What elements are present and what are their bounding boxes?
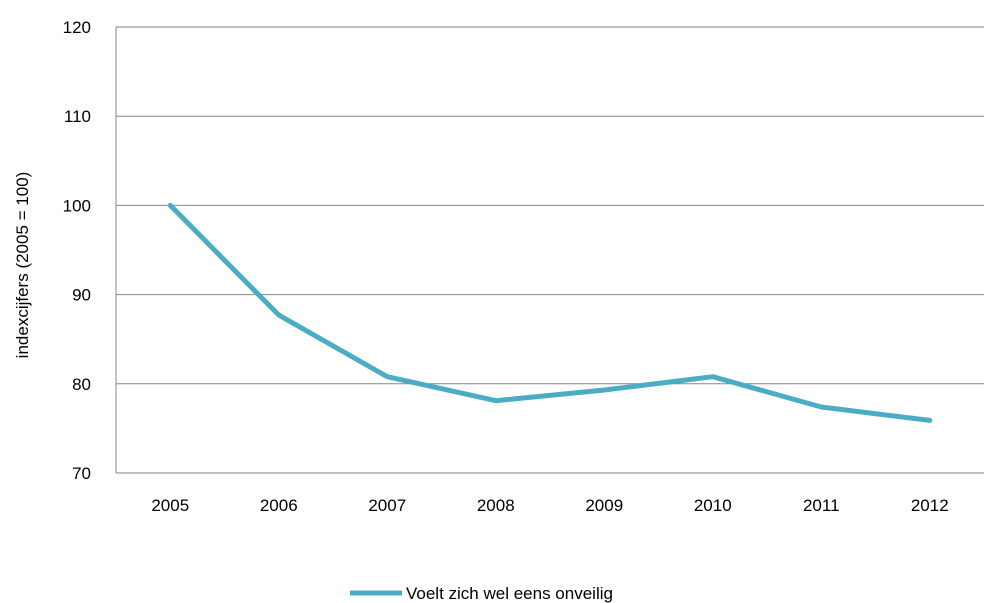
x-tick-label: 2012 <box>911 496 949 515</box>
x-tick-label: 2009 <box>585 496 623 515</box>
y-tick-label: 90 <box>72 286 91 305</box>
data-point <box>169 204 171 206</box>
data-point <box>929 419 931 421</box>
data-point <box>820 406 822 408</box>
y-tick-label: 80 <box>72 375 91 394</box>
data-point <box>495 400 497 402</box>
data-point <box>386 376 388 378</box>
x-tick-label: 2010 <box>694 496 732 515</box>
x-tick-label: 2011 <box>803 496 840 515</box>
x-tick-label: 2007 <box>368 496 406 515</box>
series-lines <box>167 202 933 423</box>
x-tick-label: 2008 <box>477 496 515 515</box>
y-tick-label: 120 <box>63 18 91 37</box>
legend: Voelt zich wel eens onveilig <box>350 584 613 603</box>
y-tick-label: 110 <box>64 107 91 126</box>
y-tick-label: 100 <box>63 196 91 215</box>
data-point <box>278 314 280 316</box>
legend-label: Voelt zich wel eens onveilig <box>406 584 613 603</box>
data-point <box>712 376 714 378</box>
y-tick-labels: 70 80 90 100 110 120 <box>63 18 91 483</box>
data-point <box>603 389 605 391</box>
x-tick-labels: 2005 2006 2007 2008 2009 2010 2011 2012 <box>151 496 948 515</box>
gridlines <box>116 26 984 385</box>
x-tick-label: 2006 <box>260 496 298 515</box>
axes <box>115 27 984 474</box>
series-line <box>167 202 933 423</box>
y-tick-label: 70 <box>72 464 91 483</box>
x-tick-label: 2005 <box>151 496 189 515</box>
y-axis-title: indexcijfers (2005 = 100) <box>13 172 32 359</box>
